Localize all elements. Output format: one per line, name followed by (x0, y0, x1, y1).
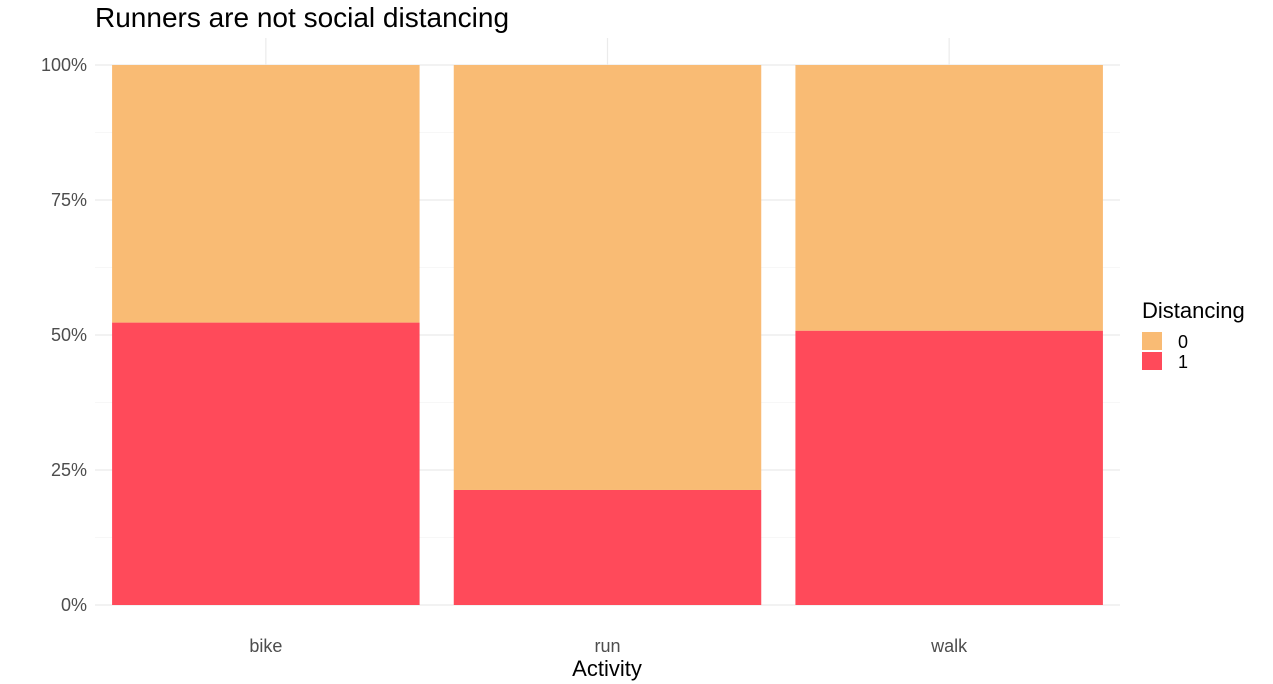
bars (112, 65, 1103, 605)
y-axis: 0% 25% 50% 75% 100% (41, 55, 87, 615)
x-tick-label: bike (249, 636, 282, 656)
y-tick-label: 50% (51, 325, 87, 345)
bar-bike-distancing-0 (112, 65, 420, 323)
bar-run-distancing-1 (453, 489, 762, 605)
y-tick-label: 0% (61, 595, 87, 615)
x-tick-label: walk (930, 636, 968, 656)
legend-label-1: 1 (1178, 352, 1188, 372)
y-tick-label: 25% (51, 460, 87, 480)
bar-walk-distancing-1 (795, 330, 1103, 605)
bar-walk-distancing-0 (795, 65, 1103, 331)
x-axis-title: Activity (572, 656, 642, 681)
legend-swatch-0 (1142, 332, 1162, 350)
bar-run-distancing-0 (453, 65, 762, 490)
legend: Distancing 01 (1142, 298, 1245, 372)
bar-bike-distancing-1 (112, 322, 420, 605)
legend-swatch-1 (1142, 352, 1162, 370)
legend-title: Distancing (1142, 298, 1245, 323)
x-tick-label: run (594, 636, 620, 656)
legend-label-0: 0 (1178, 332, 1188, 352)
x-axis: bike run walk (249, 636, 968, 656)
y-tick-label: 75% (51, 190, 87, 210)
chart-title: Runners are not social distancing (95, 2, 509, 33)
y-tick-label: 100% (41, 55, 87, 75)
